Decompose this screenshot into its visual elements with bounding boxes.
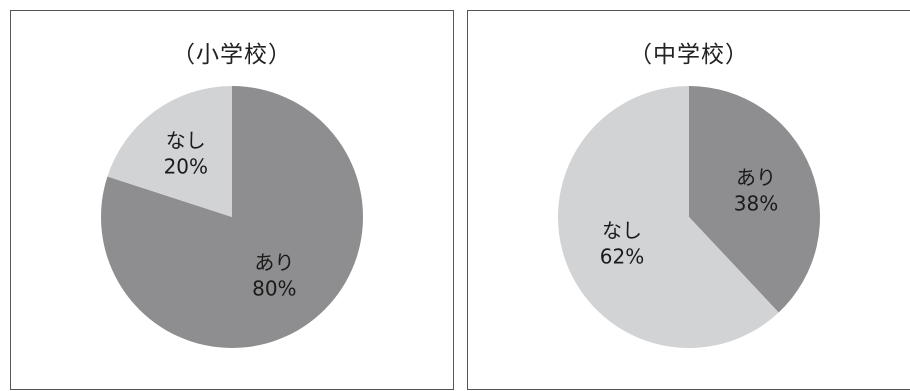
slice-value-label: 38%: [734, 191, 778, 215]
chart-panel-junior-high: （中学校） あり 38% なし 62%: [467, 10, 910, 390]
slice-value-label: 62%: [600, 245, 644, 269]
pie-slice-nashi: [558, 86, 779, 348]
slice-label: なし: [166, 128, 206, 152]
chart-title: （中学校）: [629, 42, 749, 68]
slice-label: なし: [602, 219, 642, 243]
slice-value-label: 20%: [164, 154, 208, 178]
chart-panel-elementary: （小学校） あり 80% なし 20%: [10, 10, 454, 390]
pie-slice-ari: [689, 86, 820, 313]
pie-slice-nashi: [107, 86, 232, 217]
slice-label: あり: [736, 165, 776, 189]
slice-value-label: 80%: [252, 276, 296, 300]
chart-title: （小学校）: [172, 42, 292, 68]
slice-label: あり: [254, 250, 294, 274]
